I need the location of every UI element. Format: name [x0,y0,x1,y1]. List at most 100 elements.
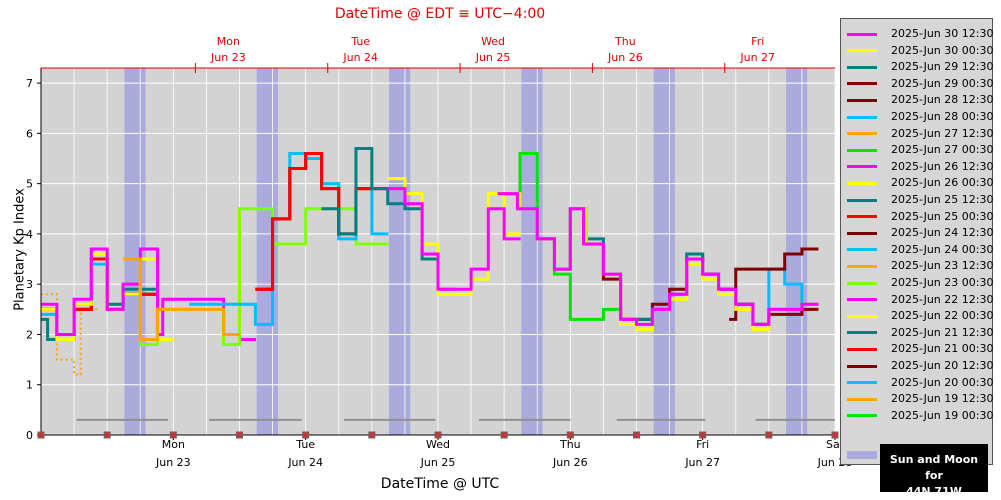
legend-item: 2025-Jun 29 12:30 [847,60,993,76]
legend-swatch [847,98,877,102]
legend-label: 2025-Jun 23 12:30 [891,259,994,273]
axis-marker [765,431,773,439]
legend-item: 2025-Jun 21 00:30 [847,342,993,358]
legend-label: 2025-Jun 21 12:30 [891,325,994,339]
legend-swatch [847,248,877,252]
legend-swatch [847,148,877,152]
axis-marker [368,431,376,439]
legend-label: 2025-Jun 19 00:30 [891,408,994,422]
series-line [497,192,819,326]
legend-swatch [847,347,877,351]
legend-item: 2025-Jun 22 00:30 [847,309,993,325]
legend-swatch [847,181,877,185]
legend-item: 2025-Jun 24 12:30 [847,226,993,242]
legend-swatch [847,82,877,86]
legend-night-swatch [847,451,877,459]
legend-item: 2025-Jun 24 00:30 [847,243,993,259]
legend-swatch [847,132,877,136]
sun-moon-line1: Sun and Moon for [889,453,979,482]
legend-label: 2025-Jun 26 00:30 [891,176,994,190]
legend-item: 2025-Jun 26 12:30 [847,160,993,176]
legend-item: 2025-Jun 30 00:30 [847,44,993,60]
top-axis-title: DateTime @ EDT ≡ UTC−4:00 [334,6,546,22]
bottom-tick-date: Jun 27 [684,456,720,469]
y-tick-label: 1 [26,379,33,392]
sun-moon-info-box: Sun and Moon for 44N 71W [880,444,988,498]
top-tick-day: Fri [751,35,764,48]
night-band [389,68,411,435]
top-tick-day: Tue [350,35,370,48]
legend-swatch [847,165,877,169]
legend-item: 2025-Jun 26 00:30 [847,176,993,192]
bottom-tick-date: Jun 26 [552,456,588,469]
legend-swatch [847,414,877,418]
legend-label: 2025-Jun 25 00:30 [891,209,994,223]
bottom-tick-day: Wed [426,438,450,451]
legend-item: 2025-Jun 20 00:30 [847,376,993,392]
axis-marker [566,431,574,439]
legend-item: 2025-Jun 19 12:30 [847,392,993,408]
legend-label: 2025-Jun 22 00:30 [891,309,994,323]
legend-swatch [847,231,877,235]
legend-swatch [847,331,877,335]
legend-item: 2025-Jun 23 00:30 [847,276,993,292]
legend-item: 2025-Jun 28 12:30 [847,93,993,109]
legend-swatch [847,264,877,268]
axis-marker [236,431,243,439]
legend-label: 2025-Jun 22 12:30 [891,292,994,306]
legend-swatch [847,65,877,69]
series-line [123,257,241,341]
legend-item: 2025-Jun 19 00:30 [847,409,993,425]
legend-label: 2025-Jun 29 12:30 [891,60,994,74]
bottom-tick-date: Jun 25 [420,456,456,469]
axis-marker [302,431,310,439]
night-band [124,68,146,435]
legend-swatch [847,215,877,219]
legend-label: 2025-Jun 21 00:30 [891,342,994,356]
axis-marker [831,431,839,439]
legend-item: 2025-Jun 22 12:30 [847,293,993,309]
series-line [387,187,521,291]
night-band [521,68,543,435]
top-tick-day: Mon [217,35,240,48]
series-line [321,146,455,291]
legend-label: 2025-Jun 20 00:30 [891,375,994,389]
legend-item: 2025-Jun 23 12:30 [847,259,993,275]
legend-label: 2025-Jun 25 12:30 [891,193,994,206]
legend-swatch [847,32,877,36]
bottom-tick-date: Jun 24 [287,456,323,469]
legend-label: 2025-Jun 28 00:30 [891,110,994,123]
legend-swatch [847,198,877,202]
legend-swatch [847,364,877,368]
axis-marker [500,431,508,439]
legend-item: 2025-Jun 21 12:30 [847,326,993,342]
legend-label: 2025-Jun 27 00:30 [891,143,994,157]
bottom-tick-day: Fri [696,438,709,451]
top-tick-day: Thu [614,35,636,48]
legend-item: 2025-Jun 25 12:30 [847,193,993,209]
legend-item: 2025-Jun 27 12:30 [847,127,993,143]
legend-item: 2025-Jun 30 12:30 [847,27,993,43]
night-band [256,68,278,435]
legend-label: 2025-Jun 19 12:30 [891,392,994,406]
sun-moon-line2: 44N 71W [906,485,962,498]
y-tick-label: 4 [26,228,33,241]
legend-label: 2025-Jun 30 12:30 [891,27,994,40]
y-tick-label: 5 [26,178,33,191]
top-tick-date: Jun 27 [739,51,775,64]
y-tick-label: 0 [26,429,33,442]
legend-swatch [847,115,877,119]
axis-marker [103,431,111,439]
night-band [653,68,675,435]
x-axis-title: DateTime @ UTC [380,476,500,492]
legend-item: 2025-Jun 20 12:30 [847,359,993,375]
legend-label: 2025-Jun 24 12:30 [891,226,994,240]
legend-label: 2025-Jun 27 12:30 [891,126,994,140]
legend-moon-swatch [847,466,877,469]
legend-swatch [847,381,877,385]
legend: 2025-Jun 30 12:30 2025-Jun 30 00:30 2025-J… [840,18,994,469]
legend-item: 2025-Jun 27 00:30 [847,143,993,159]
y-tick-label: 3 [26,278,33,291]
bottom-tick-day: Tue [295,438,315,451]
